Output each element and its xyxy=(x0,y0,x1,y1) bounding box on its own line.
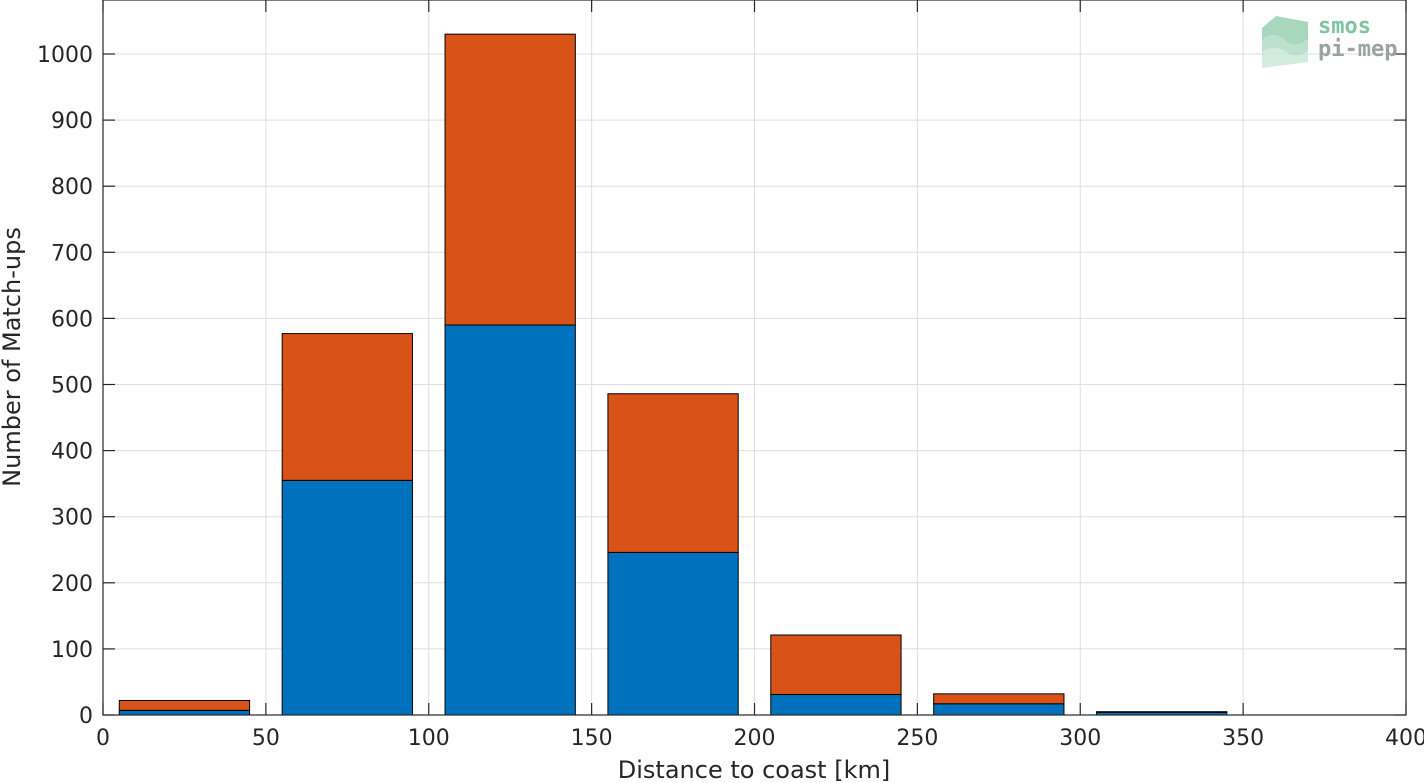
y-tick-labels: 0 100 200 300 400 500 600 700 800 900 1000 xyxy=(37,43,93,729)
bar-series2-bin2 xyxy=(281,333,413,481)
x-tick-label: 50 xyxy=(252,726,280,751)
bar-series1-bin3 xyxy=(444,324,576,716)
x-axis-label: Distance to coast [km] xyxy=(618,756,890,783)
bar-series2-bin3 xyxy=(444,33,576,326)
bar-series2-bin5 xyxy=(770,634,902,696)
bar-series1-bin4 xyxy=(607,551,739,716)
y-tick-label: 100 xyxy=(51,638,93,663)
smos-pi-mep-logo: smos pi-mep xyxy=(1262,14,1397,68)
x-tick-label: 250 xyxy=(896,726,938,751)
x-tick-labels: 0 50 100 150 200 250 300 350 400 xyxy=(96,726,1424,751)
x-tick-label: 0 xyxy=(96,726,110,751)
bars xyxy=(118,33,1228,716)
y-tick-label: 300 xyxy=(51,506,93,531)
y-axis-label: Number of Match-ups xyxy=(0,227,26,487)
y-tick-label: 500 xyxy=(51,374,93,399)
logo-text-line1: smos xyxy=(1318,14,1371,39)
x-tick-label: 150 xyxy=(571,726,613,751)
x-tick-label: 100 xyxy=(408,726,450,751)
x-tick-label: 400 xyxy=(1385,726,1424,751)
bar-series1-bin1 xyxy=(118,709,251,716)
bar-series2-bin7 xyxy=(1096,711,1228,713)
bar-series1-bin2 xyxy=(281,479,413,716)
bar-series1-bin5 xyxy=(770,694,902,716)
tick-marks xyxy=(102,0,1407,716)
bar-series2-bin1 xyxy=(118,699,251,711)
y-tick-label: 200 xyxy=(51,572,93,597)
y-tick-label: 600 xyxy=(51,307,93,332)
y-tick-label: 400 xyxy=(51,440,93,465)
x-tick-label: 350 xyxy=(1222,726,1264,751)
y-tick-label: 800 xyxy=(51,175,93,200)
bar-series2-bin6 xyxy=(933,693,1065,705)
x-tick-label: 200 xyxy=(734,726,776,751)
logo-text-line2: pi-mep xyxy=(1318,37,1397,62)
y-tick-label: 1000 xyxy=(37,43,93,68)
y-tick-label: 700 xyxy=(51,241,93,266)
x-tick-label: 300 xyxy=(1059,726,1101,751)
bar-series1-bin6 xyxy=(933,703,1065,716)
y-tick-label: 900 xyxy=(51,109,93,134)
logo-waves-icon xyxy=(1262,16,1308,68)
y-tick-label: 0 xyxy=(79,704,93,729)
bar-series2-bin4 xyxy=(607,393,739,553)
